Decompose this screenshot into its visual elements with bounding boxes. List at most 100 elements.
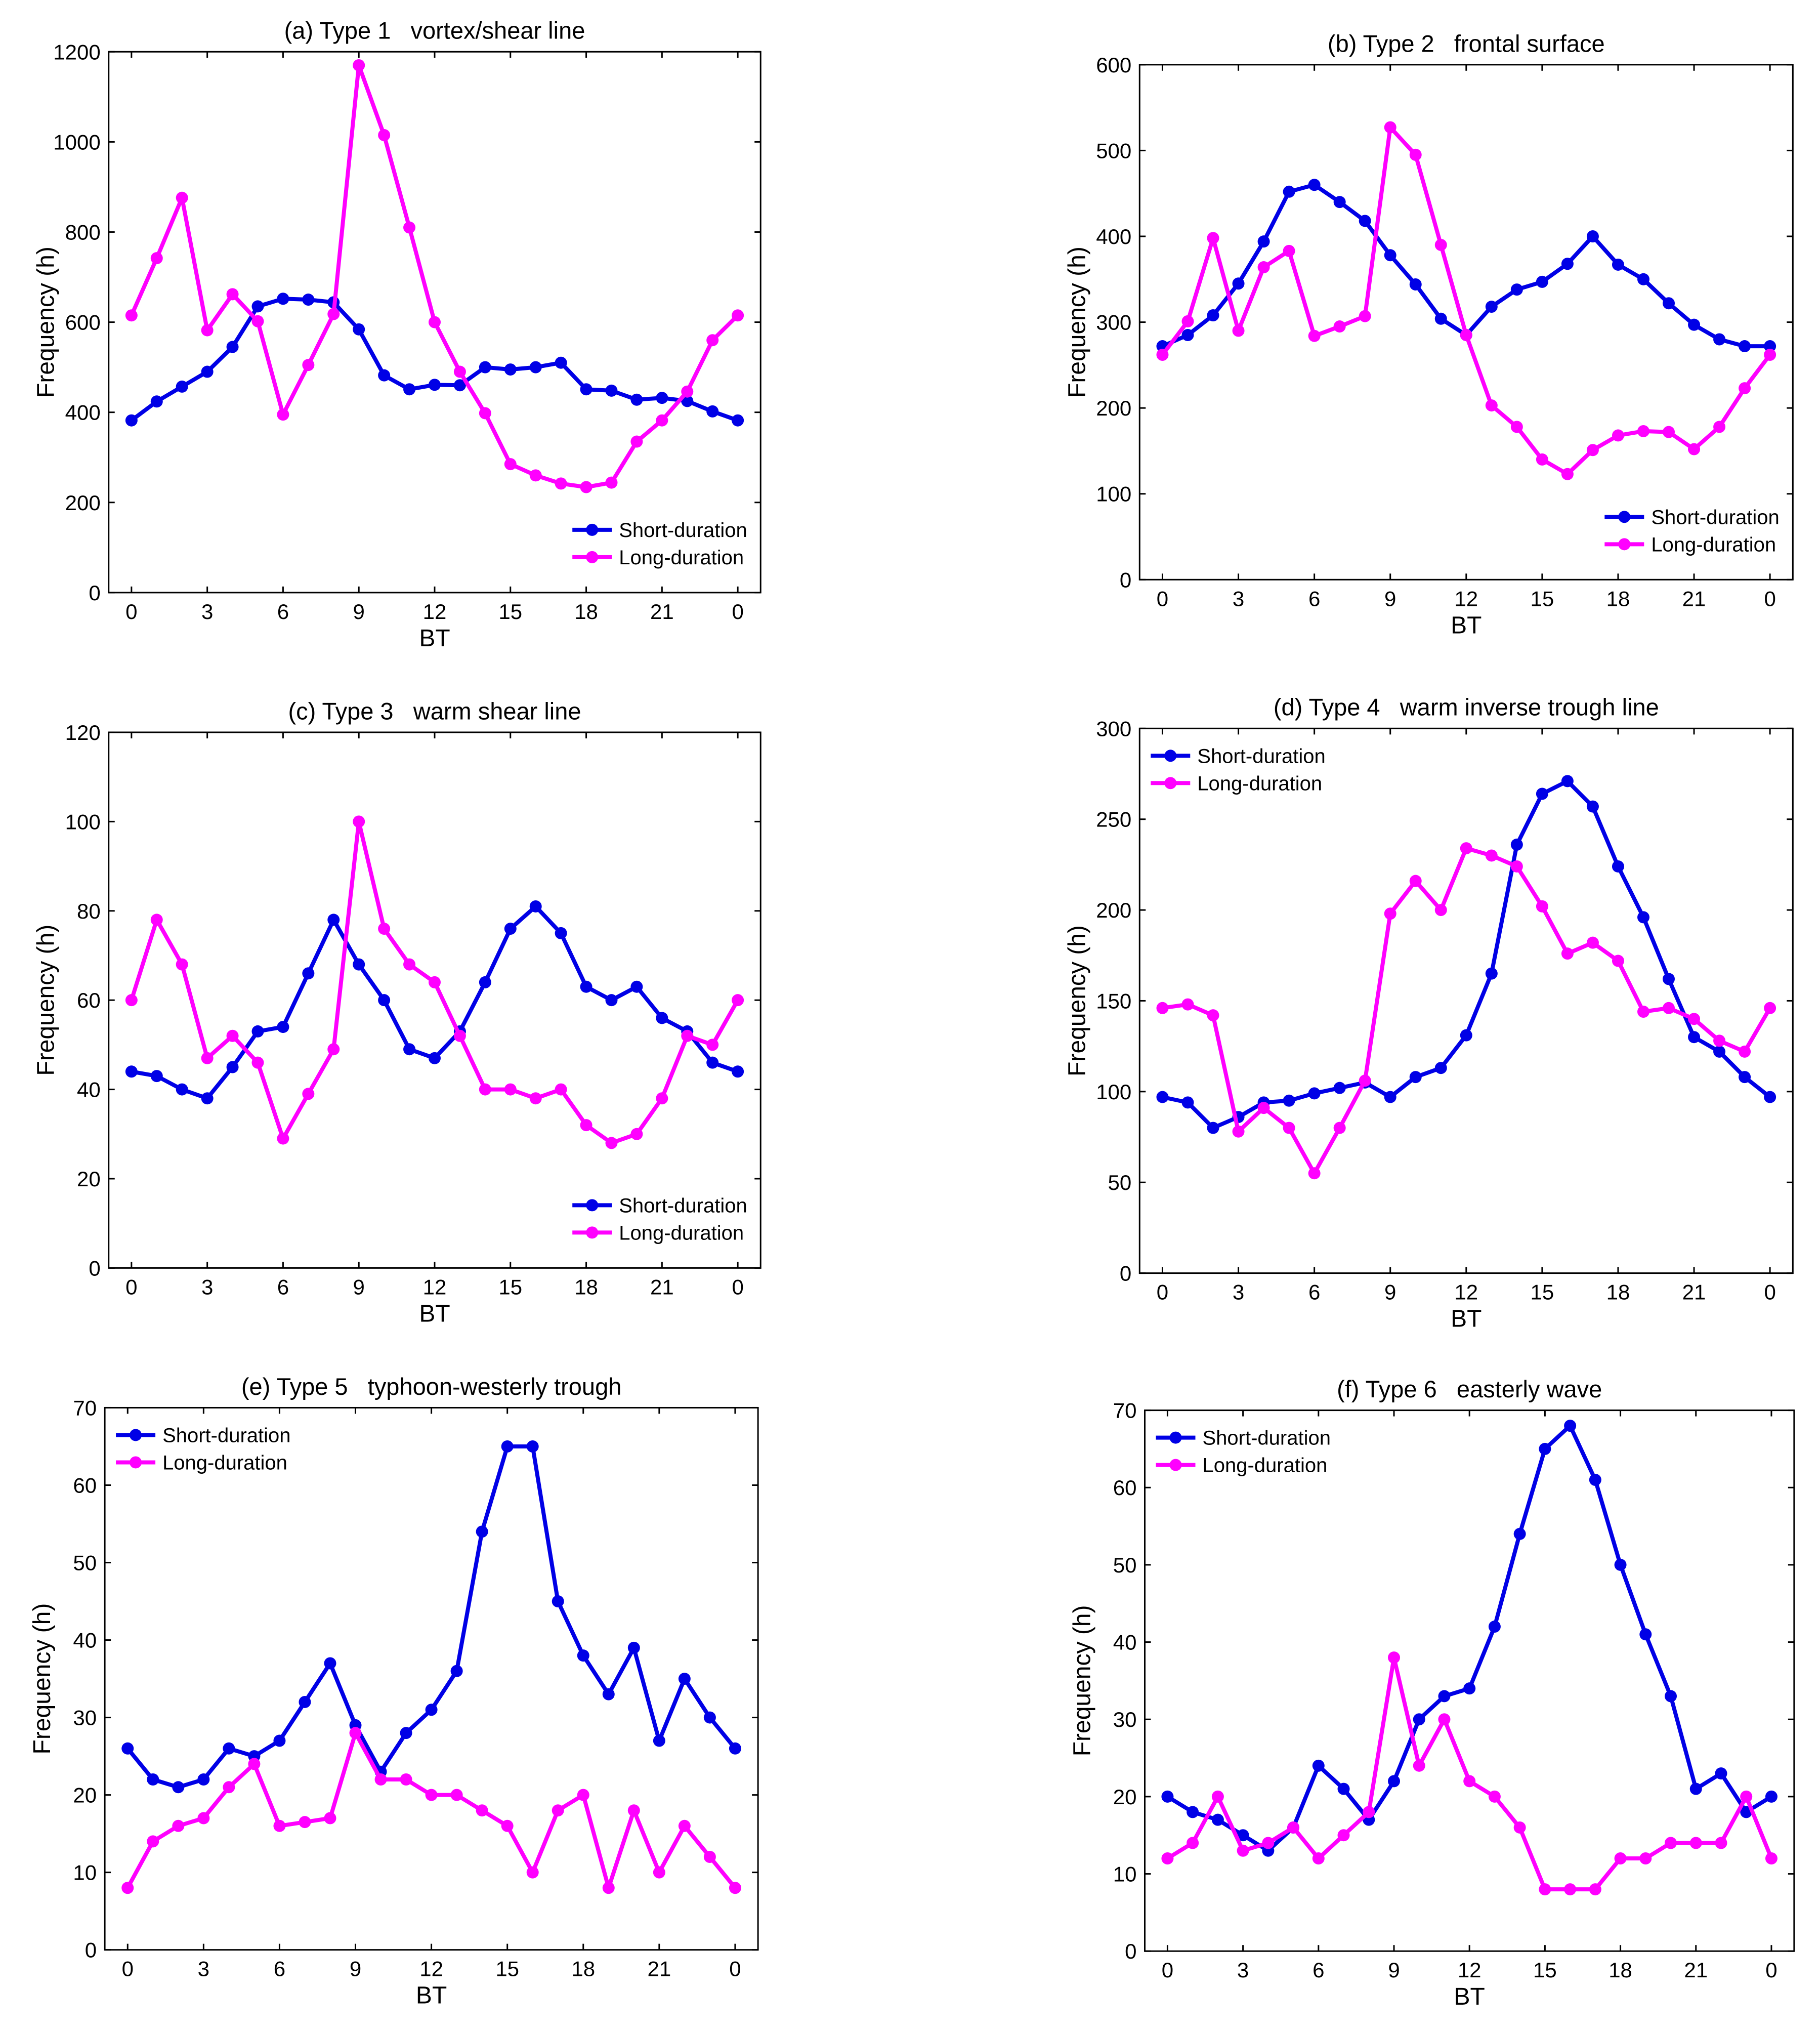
data-point	[529, 361, 542, 374]
y-tick-label: 20	[73, 1784, 97, 1807]
data-point	[627, 1804, 640, 1817]
legend-label: Short-duration	[619, 519, 747, 542]
data-point	[1387, 1651, 1400, 1664]
data-point	[1561, 468, 1574, 480]
x-tick-label: 3	[201, 1275, 213, 1299]
data-point	[1665, 1690, 1677, 1703]
data-point	[1485, 849, 1498, 862]
data-point	[277, 1132, 289, 1145]
data-point	[349, 1727, 362, 1739]
data-point	[176, 191, 188, 204]
data-point	[1561, 258, 1574, 270]
legend-label: Long-duration	[619, 547, 744, 569]
data-point	[630, 393, 643, 406]
x-tick-label: 9	[353, 600, 365, 624]
data-point	[425, 1789, 438, 1801]
data-point	[1232, 1125, 1245, 1138]
series-line	[130, 63, 739, 489]
data-point	[1156, 1091, 1169, 1103]
data-point	[400, 1773, 412, 1786]
data-point	[1586, 444, 1599, 457]
data-point	[529, 1092, 542, 1105]
data-point	[147, 1835, 159, 1848]
data-point	[1409, 1071, 1422, 1084]
data-point	[1612, 429, 1624, 442]
data-point	[302, 1088, 315, 1100]
data-point	[1237, 1829, 1249, 1842]
y-tick-label: 200	[1096, 396, 1131, 420]
data-point	[1764, 1002, 1776, 1014]
x-tick-label: 6	[274, 1957, 285, 1981]
y-tick-label: 0	[89, 581, 100, 605]
y-axis-label: Frequency (h)	[1069, 1605, 1096, 1757]
data-point	[1637, 911, 1649, 924]
data-point	[1413, 1759, 1425, 1772]
panel-title: (f) Type 6 easterly wave	[1337, 1376, 1602, 1402]
data-point	[1663, 426, 1675, 438]
legend: Short-duration Long-duration	[1152, 1420, 1334, 1481]
data-point	[1539, 1442, 1551, 1455]
y-tick-label: 100	[65, 810, 101, 834]
data-point	[1715, 1767, 1727, 1780]
data-point	[403, 958, 416, 971]
data-point	[504, 923, 517, 935]
data-point	[378, 923, 391, 935]
data-point	[1232, 277, 1245, 290]
data-point	[1207, 309, 1219, 322]
data-point	[1384, 1091, 1396, 1103]
y-tick-label: 60	[77, 988, 101, 1012]
data-point	[1713, 421, 1726, 433]
legend-box	[568, 512, 751, 573]
x-tick-label: 9	[1384, 1280, 1396, 1304]
data-point	[403, 1043, 416, 1056]
x-tick-label: 21	[647, 1957, 671, 1981]
data-point	[1688, 1031, 1701, 1044]
y-tick-label: 0	[1125, 1939, 1136, 1963]
data-point	[580, 1119, 592, 1132]
data-point	[1510, 421, 1523, 433]
x-tick-label: 12	[419, 1957, 443, 1981]
data-point	[1257, 235, 1270, 248]
plot-frame	[1138, 727, 1794, 1274]
data-point	[1333, 320, 1346, 333]
data-point	[1564, 1420, 1577, 1432]
data-point	[251, 1056, 264, 1069]
legend-marker	[1164, 750, 1177, 762]
data-point	[1434, 312, 1447, 325]
legend-marker	[1618, 538, 1631, 551]
data-point	[1181, 315, 1194, 327]
data-point	[580, 980, 592, 993]
x-tick-label: 0	[729, 1957, 741, 1981]
x-tick-label: 0	[125, 600, 137, 624]
data-point	[197, 1812, 210, 1824]
data-point	[324, 1657, 336, 1670]
legend-marker	[586, 1226, 599, 1239]
data-point	[627, 1641, 640, 1654]
data-point	[1510, 860, 1523, 873]
data-point	[706, 405, 719, 418]
data-point	[1463, 1682, 1476, 1695]
y-tick-label: 60	[73, 1474, 97, 1498]
data-point	[226, 1061, 239, 1073]
data-point	[1308, 179, 1321, 191]
x-tick-label: 21	[1682, 587, 1706, 610]
series-line	[126, 1444, 737, 1790]
legend: Short-duration Long-duration	[112, 1418, 294, 1479]
data-point	[504, 458, 517, 471]
y-tick-label: 600	[1096, 53, 1131, 77]
data-point	[703, 1711, 716, 1724]
data-point	[1614, 1852, 1627, 1865]
data-point	[656, 1092, 668, 1105]
data-point	[729, 1742, 741, 1755]
data-point	[1612, 258, 1624, 271]
data-point	[555, 477, 567, 490]
series-short-duration	[121, 1440, 741, 1794]
data-point	[526, 1440, 539, 1453]
x-tick-label: 0	[732, 600, 743, 624]
data-point	[453, 365, 466, 378]
data-point	[1409, 875, 1422, 887]
data-point	[1181, 329, 1194, 342]
x-axis-label: BT	[419, 625, 450, 652]
data-point	[125, 414, 138, 427]
data-point	[1187, 1806, 1199, 1818]
